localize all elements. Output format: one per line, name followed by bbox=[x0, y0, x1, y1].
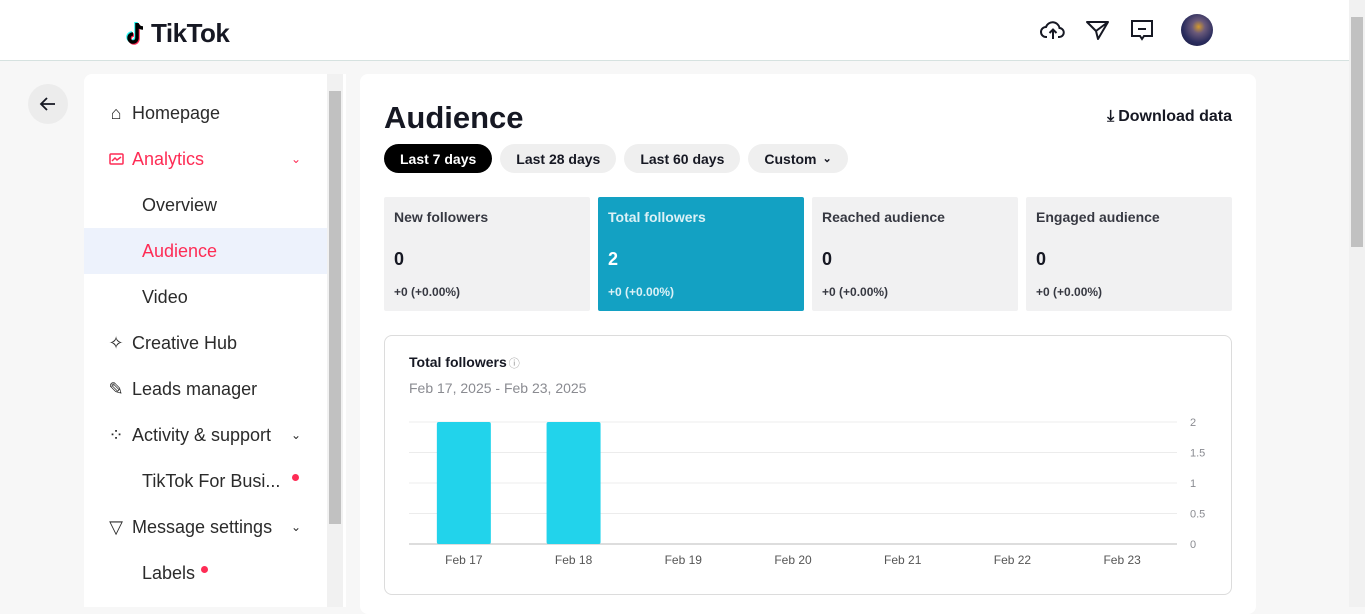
x-tick-label: Feb 19 bbox=[665, 553, 703, 567]
chart-title: Total followers ⓘ bbox=[409, 354, 520, 371]
page-scrollbar[interactable] bbox=[1349, 0, 1365, 607]
y-tick-label: 1.5 bbox=[1190, 448, 1205, 460]
home-icon: ⌂ bbox=[110, 102, 122, 123]
metric-label: Engaged audience bbox=[1036, 209, 1160, 225]
y-tick-label: 2 bbox=[1190, 417, 1196, 429]
x-tick-label: Feb 18 bbox=[555, 553, 593, 567]
send-icon[interactable] bbox=[1085, 17, 1111, 43]
metric-card-reached-audience[interactable]: Reached audience 0 +0 (+0.00%) bbox=[812, 197, 1018, 311]
y-tick-label: 1 bbox=[1190, 478, 1196, 490]
grid-icon: ⁘ bbox=[108, 424, 124, 445]
sidebar-item-video[interactable]: Video bbox=[84, 274, 327, 320]
download-data-button[interactable]: ⤓ Download data bbox=[1107, 108, 1232, 126]
date-range-tabs: Last 7 days Last 28 days Last 60 days Cu… bbox=[384, 144, 848, 173]
chevron-down-icon: ⌄ bbox=[290, 428, 301, 442]
metric-label: New followers bbox=[394, 209, 489, 225]
download-icon: ⤓ bbox=[1107, 108, 1115, 125]
sidebar-scroll-thumb[interactable] bbox=[329, 91, 341, 524]
sidebar-item-label: Audience bbox=[142, 240, 218, 261]
metric-delta: +0 (+0.00%) bbox=[1036, 285, 1103, 299]
chart-svg: 0 0.5 1 1.5 2 Feb 17 Feb 18 Feb 19 Feb 20 Feb 21 F… bbox=[409, 417, 1205, 567]
bulb-icon: ✧ bbox=[108, 332, 124, 353]
range-last-60-days[interactable]: Last 60 days bbox=[624, 144, 741, 173]
metric-cards: New followers 0 +0 (+0.00%) Total follower… bbox=[384, 197, 1232, 311]
download-label: Download data bbox=[1118, 108, 1232, 125]
metric-delta: +0 (+0.00%) bbox=[394, 285, 461, 299]
custom-label: Custom bbox=[764, 150, 817, 167]
metric-value: 0 bbox=[1036, 249, 1047, 269]
metric-label: Total followers bbox=[608, 209, 706, 225]
sidebar-item-label: Message settings bbox=[132, 516, 273, 537]
send-icon: ▽ bbox=[109, 516, 123, 537]
chart-title-text: Total followers bbox=[409, 354, 507, 370]
bar bbox=[436, 422, 491, 544]
sidebar-item-creative-hub[interactable]: ✧ Creative Hub bbox=[84, 320, 327, 366]
sidebar-item-label: Labels bbox=[142, 562, 196, 583]
sidebar-item-label: Activity & support bbox=[132, 424, 272, 445]
y-tick-label: 0 bbox=[1190, 539, 1196, 551]
y-tick-label: 0.5 bbox=[1190, 509, 1205, 521]
range-custom[interactable]: Custom ⌄ bbox=[748, 144, 848, 173]
sidebar-item-activity-support[interactable]: ⁘ Activity & support ⌄ bbox=[84, 412, 327, 458]
back-button[interactable] bbox=[28, 84, 68, 124]
page-scroll-thumb[interactable] bbox=[1351, 17, 1363, 247]
x-tick-label: Feb 23 bbox=[1103, 553, 1141, 567]
notification-dot bbox=[201, 565, 209, 573]
edit-icon: ✎ bbox=[108, 378, 124, 399]
sidebar-item-tiktok-for-business[interactable]: TikTok For Busi... bbox=[84, 458, 327, 504]
sidebar-item-label: Creative Hub bbox=[132, 332, 238, 353]
upload-cloud-icon[interactable] bbox=[1040, 17, 1066, 43]
analytics-icon bbox=[108, 153, 124, 165]
range-last-28-days[interactable]: Last 28 days bbox=[500, 144, 617, 173]
x-tick-label: Feb 20 bbox=[774, 553, 812, 567]
sidebar-item-label: Video bbox=[142, 286, 188, 307]
chevron-down-icon: ⌄ bbox=[822, 153, 832, 165]
sidebar-scrollbar[interactable] bbox=[327, 74, 343, 607]
page-title: Audience bbox=[384, 100, 524, 135]
sidebar: ⌂ Homepage Analytics ⌄ Overview Audience V… bbox=[84, 74, 346, 607]
message-icon[interactable] bbox=[1129, 17, 1155, 43]
range-last-7-days[interactable]: Last 7 days bbox=[384, 144, 493, 173]
metric-value: 0 bbox=[394, 249, 405, 269]
metric-card-new-followers[interactable]: New followers 0 +0 (+0.00%) bbox=[384, 197, 590, 311]
total-followers-chart: Total followers ⓘ Feb 17, 2025 - Feb 23, … bbox=[384, 335, 1232, 595]
sidebar-item-label: TikTok For Busi... bbox=[142, 470, 281, 491]
sidebar-item-message-settings[interactable]: ▽ Message settings ⌄ bbox=[84, 504, 327, 550]
info-icon[interactable]: ⓘ bbox=[508, 358, 520, 370]
metric-value: 2 bbox=[608, 249, 619, 269]
metric-label: Reached audience bbox=[822, 209, 945, 225]
tiktok-note-icon bbox=[126, 21, 144, 45]
metric-value: 0 bbox=[822, 249, 833, 269]
audience-panel: Audience ⤓ Download data Last 7 days Last… bbox=[360, 74, 1256, 614]
x-tick-label: Feb 17 bbox=[445, 553, 483, 567]
sidebar-item-homepage[interactable]: ⌂ Homepage bbox=[84, 90, 327, 136]
x-tick-label: Feb 21 bbox=[884, 553, 922, 567]
sidebar-item-leads-manager[interactable]: ✎ Leads manager bbox=[84, 366, 327, 412]
sidebar-item-analytics[interactable]: Analytics ⌄ bbox=[84, 136, 327, 182]
avatar[interactable] bbox=[1181, 14, 1213, 46]
sidebar-item-audience[interactable]: Audience bbox=[84, 228, 327, 274]
sidebar-item-overview[interactable]: Overview bbox=[84, 182, 327, 228]
x-tick-label: Feb 22 bbox=[994, 553, 1032, 567]
chevron-down-icon: ⌄ bbox=[290, 520, 301, 534]
sidebar-item-label: Homepage bbox=[132, 102, 221, 123]
chevron-down-icon: ⌄ bbox=[290, 152, 301, 166]
metric-card-total-followers[interactable]: Total followers 2 +0 (+0.00%) bbox=[598, 197, 804, 311]
sidebar-item-label: Analytics bbox=[132, 148, 205, 169]
arrow-left-icon bbox=[39, 97, 55, 111]
chart-date-range: Feb 17, 2025 - Feb 23, 2025 bbox=[409, 380, 587, 396]
tiktok-logo[interactable]: TikTok bbox=[125, 18, 230, 49]
metric-delta: +0 (+0.00%) bbox=[608, 285, 675, 299]
metric-delta: +0 (+0.00%) bbox=[822, 285, 889, 299]
logo-text: TikTok bbox=[151, 18, 230, 48]
sidebar-item-labels[interactable]: Labels bbox=[84, 550, 327, 596]
bar bbox=[546, 422, 601, 544]
sidebar-item-label: Overview bbox=[142, 194, 218, 215]
notification-dot bbox=[292, 473, 300, 481]
sidebar-item-label: Leads manager bbox=[132, 378, 258, 399]
metric-card-engaged-audience[interactable]: Engaged audience 0 +0 (+0.00%) bbox=[1026, 197, 1232, 311]
top-header: TikTok bbox=[0, 0, 1349, 61]
